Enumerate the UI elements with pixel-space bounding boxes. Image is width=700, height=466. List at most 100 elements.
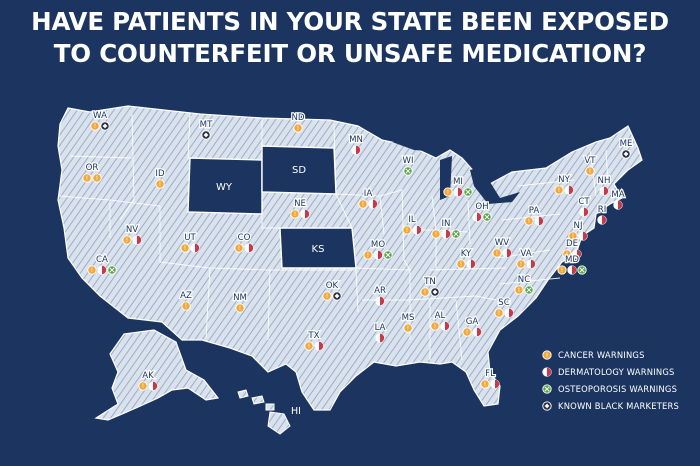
dermatology-marker-icon [534, 216, 544, 226]
dermatology-marker-icon [453, 187, 463, 197]
cancer-marker-icon: ! [290, 209, 300, 219]
svg-text:!: ! [424, 289, 426, 296]
svg-text:!: ! [558, 187, 560, 194]
svg-text:!: ! [520, 261, 522, 268]
state-me: ME [618, 138, 634, 159]
cancer-marker-icon: ! [304, 341, 314, 351]
state-la: LA [373, 322, 387, 343]
black-market-marker-icon [100, 121, 110, 131]
cancer-marker-icon: ! [516, 259, 526, 269]
state-or: OR!! [82, 162, 102, 183]
cancer-marker-icon: ! [402, 225, 412, 235]
svg-text:!: ! [86, 175, 88, 182]
state-label: OK [326, 281, 339, 291]
dermatology-marker-icon [132, 235, 142, 245]
dermatology-marker-icon [599, 186, 609, 196]
cancer-marker-icon: ! [138, 381, 148, 391]
state-label: DE [566, 239, 578, 249]
svg-text:!: ! [142, 383, 144, 390]
dermatology-marker-icon [490, 379, 500, 389]
dermatology-marker-icon [466, 259, 476, 269]
svg-text:!: ! [589, 168, 591, 175]
dermatology-marker-icon [148, 381, 158, 391]
dermatology-marker-icon [190, 243, 200, 253]
state-ok: OK! [322, 280, 342, 301]
state-ct: CT [577, 196, 592, 217]
osteoporosis-marker-icon [482, 212, 492, 222]
state-ga: GA! [462, 316, 482, 337]
state-label: WA [93, 111, 107, 121]
state-label: VT [584, 156, 596, 166]
state-va: VA! [516, 248, 536, 269]
svg-text:!: ! [126, 237, 128, 244]
dermatology-marker-icon [441, 229, 451, 239]
svg-text:!: ! [308, 343, 310, 350]
dermatology-marker-icon [314, 341, 324, 351]
state-nm: NM! [232, 292, 248, 313]
legend-item-cancer: ! CANCER WARNINGS [542, 346, 679, 363]
state-nj: NJ! [568, 220, 588, 241]
dermatology-marker-icon [579, 207, 589, 217]
state-label: NJ [574, 221, 583, 231]
state-label: WV [495, 238, 509, 248]
state-ky: KY! [456, 248, 476, 269]
cancer-marker-icon: ! [514, 285, 524, 295]
svg-text:!: ! [94, 123, 96, 130]
cancer-marker-icon: ! [462, 327, 472, 337]
state-label: MS [402, 313, 415, 323]
svg-text:!: ! [159, 181, 161, 188]
cancer-marker-icon: ! [322, 291, 332, 301]
svg-text:!: ! [91, 267, 93, 274]
svg-text:!: ! [447, 189, 449, 196]
state-de: DE! [562, 238, 582, 259]
state-ak: AK! [138, 370, 158, 391]
legend-label-dermatology: DERMATOLOGY WARNINGS [558, 366, 675, 377]
black-market-marker-icon [621, 149, 631, 159]
state-wa: WA! [90, 110, 110, 131]
label-ks: KS [312, 244, 325, 255]
state-label: NV [126, 225, 138, 235]
state-label: GA [466, 317, 479, 327]
state-vt: VT! [583, 155, 598, 176]
lake-superior [392, 136, 456, 152]
cancer-marker-icon: ! [363, 250, 373, 260]
state-id: ID! [154, 168, 166, 189]
svg-text:!: ! [184, 245, 186, 252]
state-wv: WV! [492, 237, 512, 258]
svg-text:!: ! [546, 352, 549, 359]
title-line-2: TO COUNTERFEIT OR UNSAFE MEDICATION? [53, 39, 647, 68]
cancer-marker-icon: ! [568, 231, 578, 241]
state-in: IN! [431, 218, 461, 239]
dermatology-marker-icon [472, 212, 482, 222]
svg-text:!: ! [362, 201, 364, 208]
label-wy: WY [216, 182, 233, 193]
dermatology-marker-icon [97, 265, 107, 275]
svg-text:!: ! [572, 233, 574, 240]
state-label: KY [461, 249, 472, 259]
svg-text:!: ! [566, 251, 568, 258]
dermatology-marker-icon [572, 249, 582, 259]
cancer-marker-icon: ! [585, 166, 595, 176]
state-label: AK [142, 371, 154, 381]
state-label: WI [402, 156, 413, 166]
osteoporosis-marker-icon [577, 265, 587, 275]
legend-label-cancer: CANCER WARNINGS [558, 349, 645, 360]
cancer-marker-icon: ! [234, 243, 244, 253]
svg-text:!: ! [406, 227, 408, 234]
cancer-marker-icon: ! [430, 321, 440, 331]
osteoporosis-marker-icon [451, 229, 461, 239]
state-label: UT [184, 233, 196, 243]
svg-text:!: ! [294, 211, 296, 218]
svg-text:!: ! [407, 325, 409, 332]
state-label: OH [475, 202, 488, 212]
state-label: IL [408, 215, 416, 225]
svg-text:!: ! [466, 329, 468, 336]
state-label: CT [578, 197, 590, 207]
cancer-warning-icon: ! [542, 349, 552, 360]
dermatology-marker-icon [526, 259, 536, 269]
state-ms: MS! [400, 312, 416, 333]
svg-text:!: ! [239, 305, 241, 312]
osteoporosis-marker-icon [524, 285, 534, 295]
svg-text:!: ! [528, 218, 530, 225]
